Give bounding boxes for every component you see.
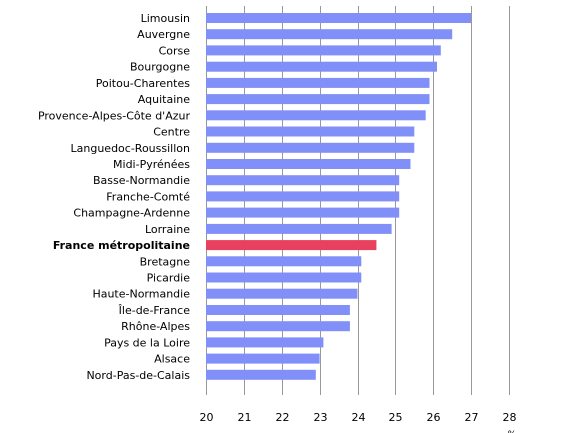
bar bbox=[206, 175, 400, 186]
x-tick-label: 27 bbox=[465, 411, 479, 424]
bar bbox=[206, 256, 362, 267]
bar bbox=[206, 353, 320, 364]
category-label: Franche-Comté bbox=[106, 190, 190, 203]
category-label: Limousin bbox=[141, 12, 190, 25]
category-label: Picardie bbox=[147, 272, 191, 285]
x-tick-label: 20 bbox=[200, 411, 214, 424]
x-tick-label: 25 bbox=[389, 411, 403, 424]
category-label: Nord-Pas-de-Calais bbox=[86, 369, 190, 382]
x-tick-label: 24 bbox=[352, 411, 366, 424]
category-label: Haute-Normandie bbox=[92, 288, 190, 301]
bar bbox=[206, 337, 324, 348]
category-label: Midi-Pyrénées bbox=[113, 158, 190, 171]
x-tick-label: 23 bbox=[314, 411, 328, 424]
bar bbox=[206, 272, 362, 283]
category-label: Centre bbox=[153, 126, 190, 139]
category-label: Corse bbox=[159, 44, 191, 57]
category-label: Champagne-Ardenne bbox=[73, 207, 190, 220]
bar bbox=[206, 29, 453, 40]
bar bbox=[206, 45, 441, 56]
category-label: Basse-Normandie bbox=[93, 174, 190, 187]
category-label: Poitou-Charentes bbox=[96, 77, 191, 90]
category-label: France métropolitaine bbox=[53, 239, 190, 252]
category-label: Lorraine bbox=[145, 223, 190, 236]
bar bbox=[206, 159, 411, 169]
bar bbox=[206, 61, 437, 72]
category-label: Bourgogne bbox=[130, 61, 190, 74]
category-label: Rhône-Alpes bbox=[121, 320, 190, 333]
x-tick-label: 26 bbox=[427, 411, 441, 424]
bar bbox=[206, 110, 426, 121]
bar bbox=[206, 288, 358, 299]
category-label: Île-de-France bbox=[118, 304, 191, 317]
category-label: Alsace bbox=[154, 353, 190, 366]
category-labels: Limousin Auvergne Corse Bourgogne Poitou-Cha… bbox=[38, 12, 191, 382]
x-unit-label: % bbox=[508, 430, 517, 433]
category-label: Pays de la Loire bbox=[104, 336, 190, 349]
bar bbox=[206, 321, 350, 332]
bar bbox=[206, 191, 400, 202]
bar bbox=[206, 77, 430, 88]
bar bbox=[206, 223, 392, 234]
bars bbox=[206, 13, 472, 380]
category-label: Aquitaine bbox=[138, 93, 190, 106]
category-label: Provence-Alpes-Côte d'Azur bbox=[38, 109, 191, 122]
x-tick-label: 28 bbox=[503, 411, 517, 424]
category-label: Languedoc-Roussillon bbox=[71, 142, 191, 155]
bar bbox=[206, 13, 472, 23]
bar bbox=[206, 142, 415, 153]
bar bbox=[206, 369, 316, 380]
x-tick-label: 21 bbox=[238, 411, 252, 424]
bar bbox=[206, 126, 415, 137]
bar bbox=[206, 305, 350, 315]
x-tick-label: 22 bbox=[276, 411, 290, 424]
category-label: Bretagne bbox=[140, 255, 191, 268]
bar bbox=[206, 94, 430, 105]
bar-highlight bbox=[206, 240, 377, 251]
bar bbox=[206, 207, 400, 218]
x-axis-ticks: 20 21 22 23 24 25 26 27 28% bbox=[200, 411, 517, 433]
category-label: Auvergne bbox=[137, 28, 190, 41]
